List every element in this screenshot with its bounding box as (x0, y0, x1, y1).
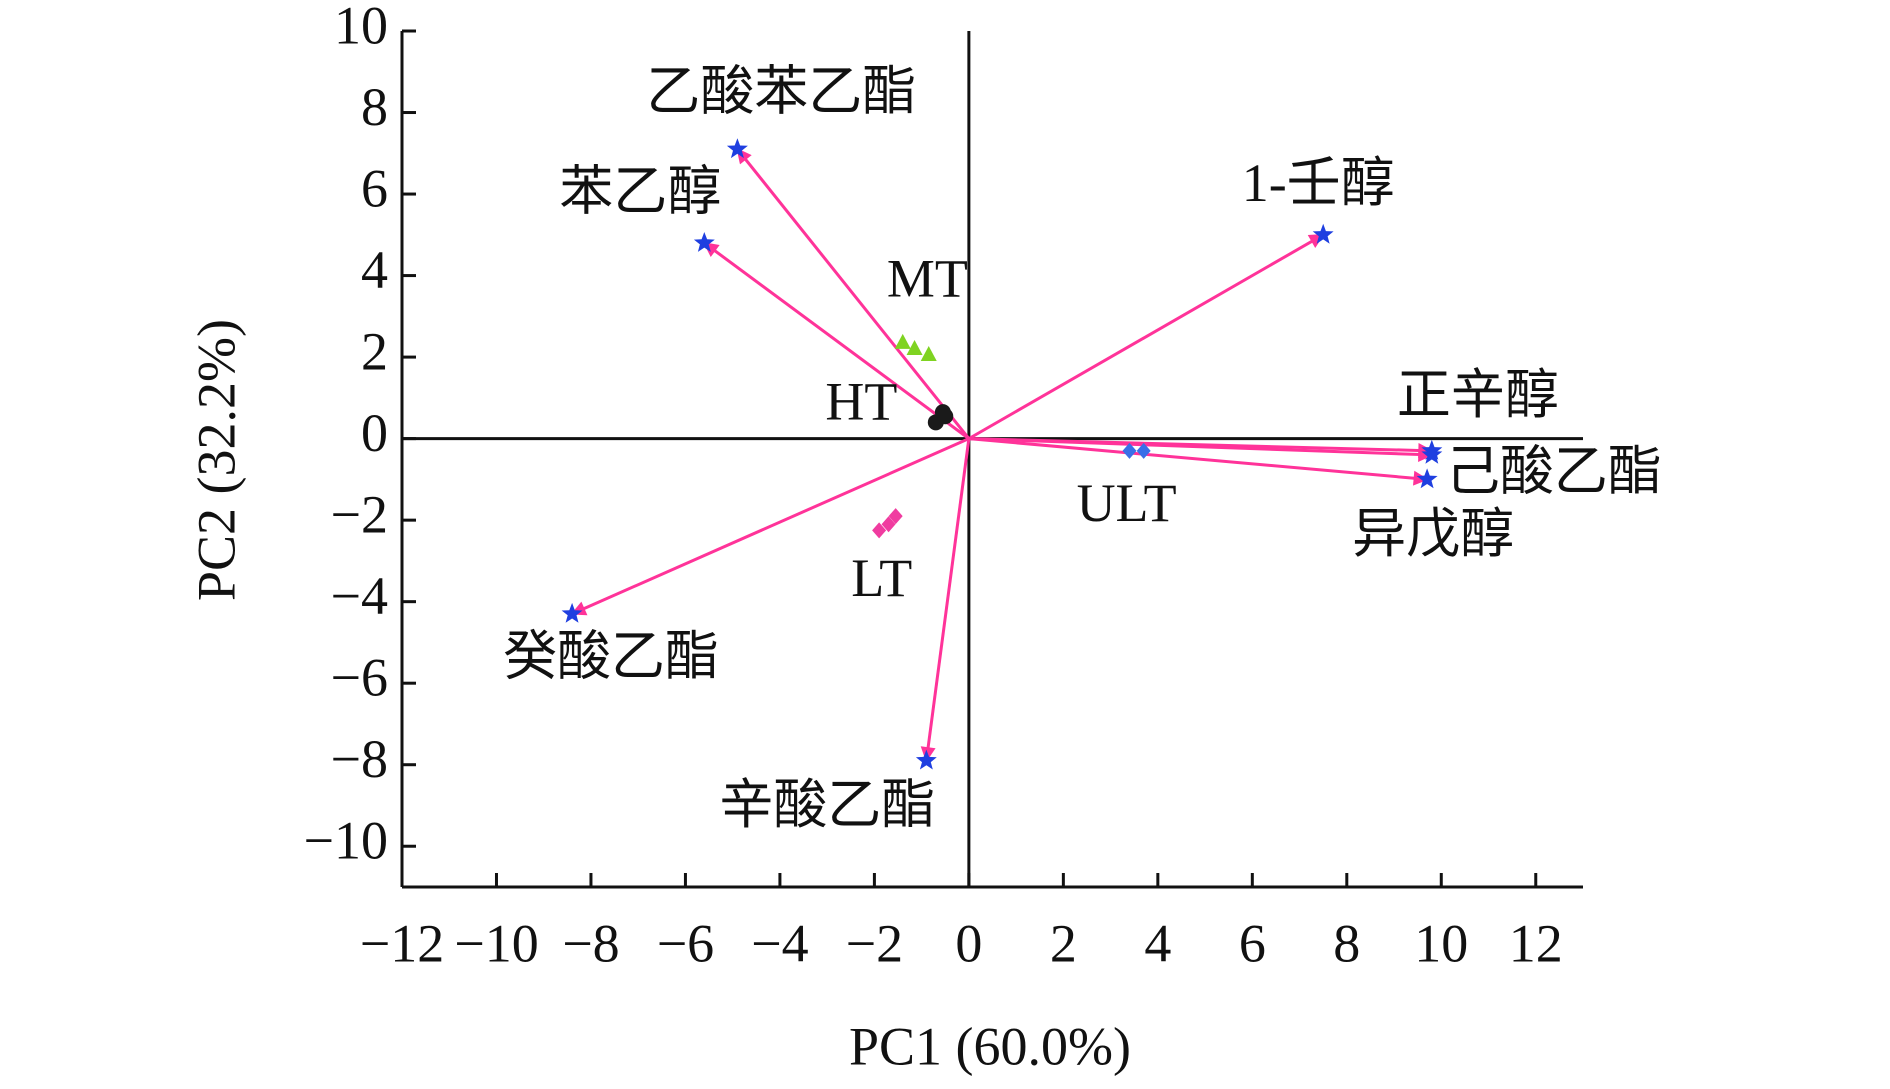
loading-arrow (968, 437, 1434, 462)
loading-label: 苯乙醇 (559, 161, 721, 221)
group-label: HT (825, 371, 897, 431)
y-tick-label: 10 (334, 0, 388, 55)
y-tick-label: −8 (331, 729, 388, 789)
y-tick-label: 8 (361, 77, 388, 137)
x-tick-label: 2 (1050, 913, 1077, 973)
score-point (906, 339, 923, 355)
y-tick-label: 2 (361, 321, 388, 381)
y-tick-label: 4 (361, 240, 388, 300)
score-point (1136, 442, 1151, 459)
x-tick-label: −6 (657, 913, 714, 973)
loading-arrow (570, 437, 970, 616)
loading-arrow (736, 148, 971, 440)
x-tick-label: −4 (751, 913, 808, 973)
loading-label: 正辛醇 (1397, 365, 1559, 425)
loading-label: 辛酸乙酯 (719, 775, 935, 835)
loading-point (915, 749, 937, 770)
y-tick-label: −6 (331, 648, 388, 708)
loading-arrow (703, 241, 970, 440)
y-tick-label: −2 (331, 485, 388, 545)
loading-arrow (968, 437, 1429, 486)
y-tick-label: 0 (361, 403, 388, 463)
y-tick-label: 6 (361, 158, 388, 218)
score-point (872, 522, 887, 539)
x-tick-label: 10 (1414, 913, 1468, 973)
loading-point (1312, 223, 1334, 244)
x-tick-label: −2 (846, 913, 903, 973)
loading-arrow (920, 438, 971, 763)
loading-point (1421, 443, 1443, 464)
x-tick-label: 8 (1333, 913, 1360, 973)
score-point (888, 508, 903, 525)
y-tick-label: −10 (304, 811, 388, 871)
loading-point (561, 602, 583, 623)
x-tick-label: −10 (454, 913, 538, 973)
group-label: ULT (1077, 473, 1177, 533)
loading-label: 乙酸苯乙酯 (646, 62, 916, 122)
loading-label: 异戊醇 (1352, 504, 1514, 564)
loading-point (693, 232, 715, 252)
score-point (1122, 442, 1137, 459)
loading-point (1416, 468, 1438, 489)
x-tick-label: −8 (562, 913, 619, 973)
x-tick-label: −12 (360, 913, 444, 973)
loading-point (726, 138, 748, 159)
group-label: MT (887, 248, 968, 308)
x-tick-label: 0 (955, 913, 982, 973)
score-point (894, 333, 911, 349)
loading-label: 癸酸乙酯 (503, 626, 719, 686)
score-point (881, 516, 896, 533)
x-tick-label: 12 (1509, 913, 1563, 973)
x-axis-label: PC1 (60.0%) (849, 1016, 1131, 1076)
y-tick-label: −4 (331, 566, 388, 626)
y-axis-label: PC2 (32.2%) (186, 319, 246, 601)
loading-label: 己酸乙酯 (1446, 441, 1662, 501)
loading-label: 1-壬醇 (1242, 153, 1395, 213)
score-point (937, 408, 954, 425)
x-tick-label: 6 (1239, 913, 1266, 973)
x-tick-label: 4 (1144, 913, 1171, 973)
loading-arrow (968, 233, 1325, 440)
score-point (920, 346, 937, 362)
group-label: LT (851, 548, 912, 608)
